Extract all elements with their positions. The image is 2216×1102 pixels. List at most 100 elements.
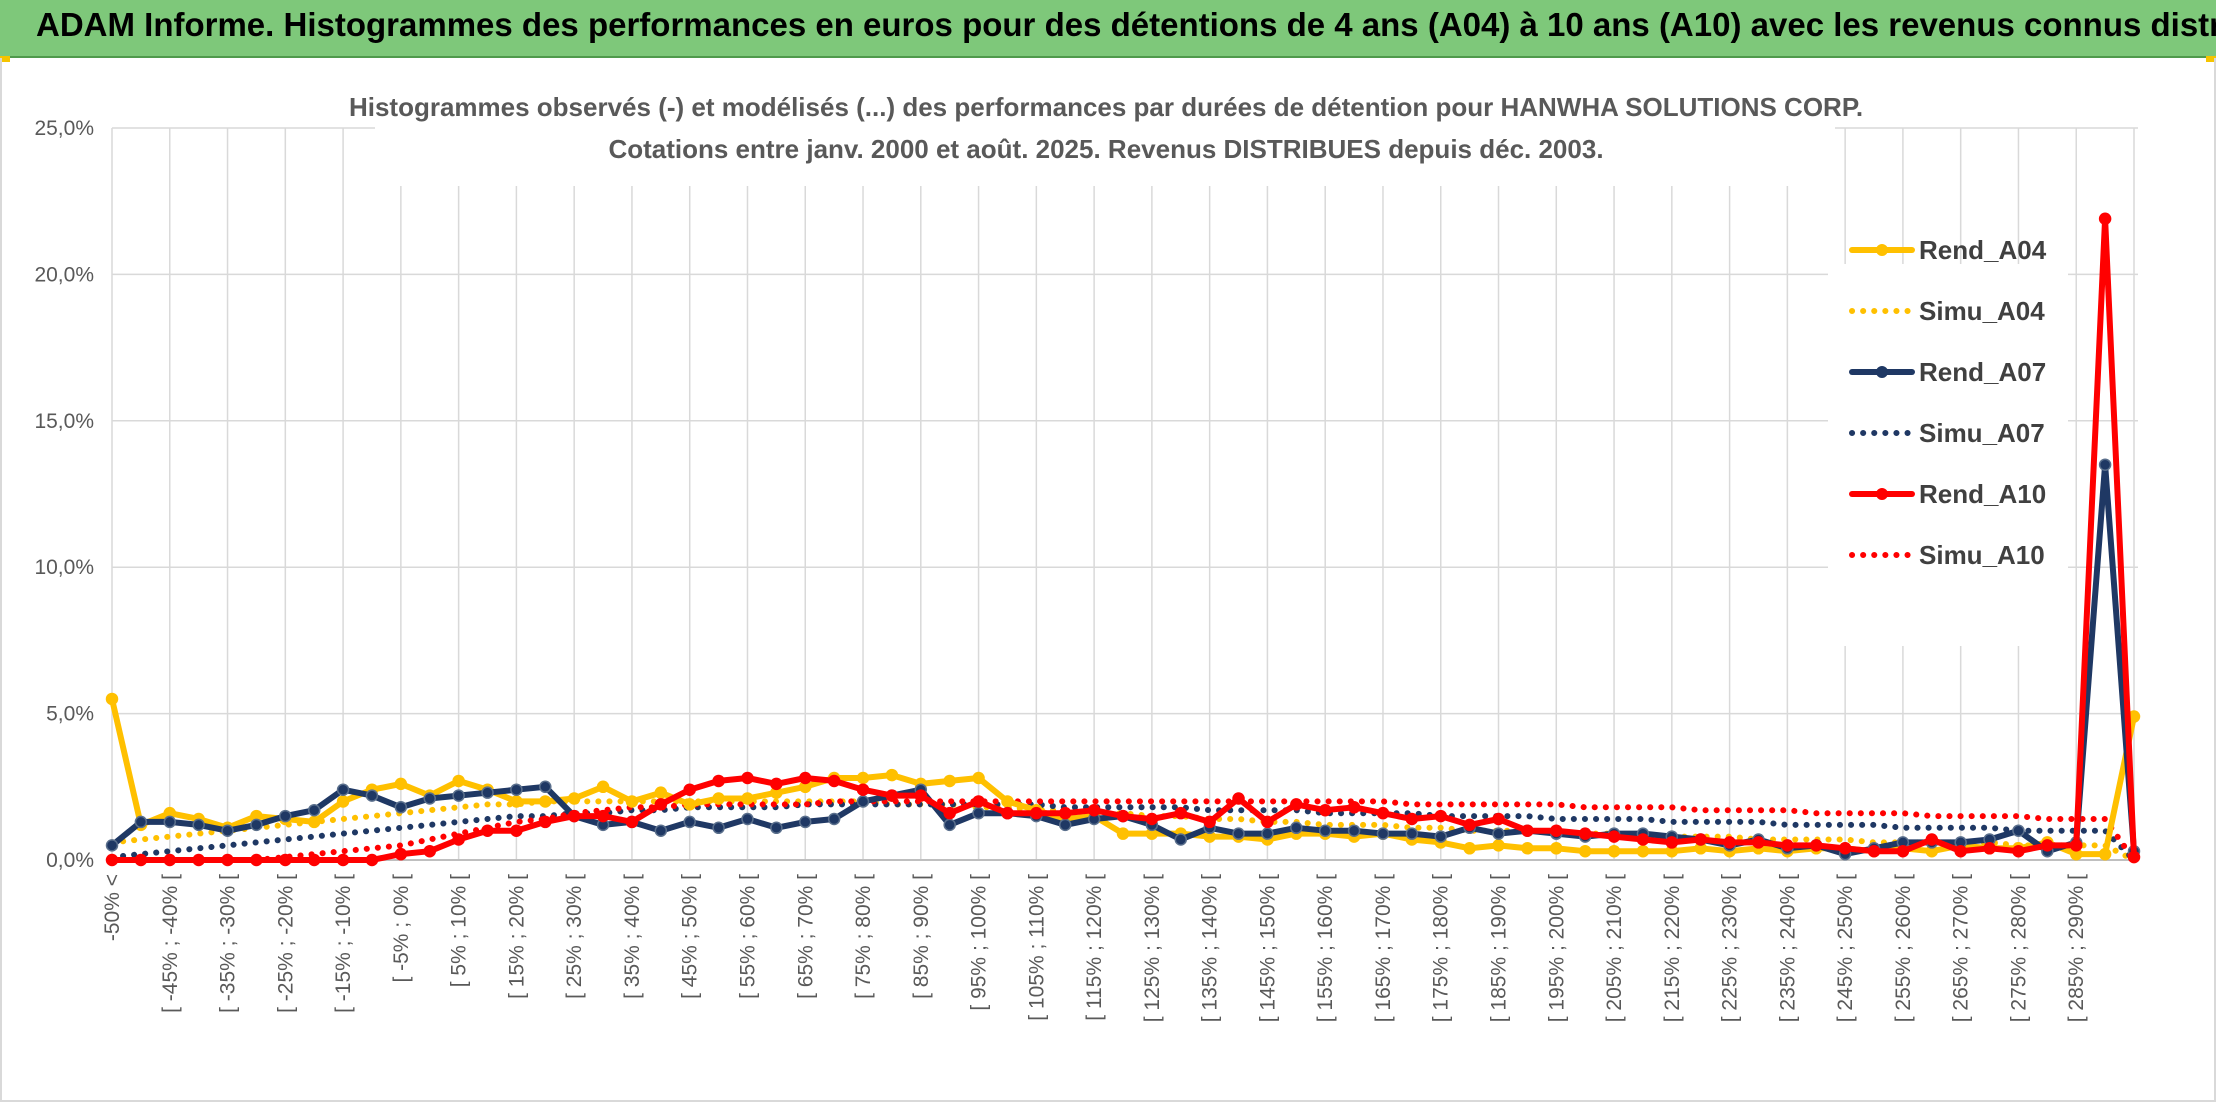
data-point [1232, 792, 1245, 805]
x-tick-label: [ 155% ; 160% [ [1314, 874, 1337, 1022]
x-tick-label: [ 215% ; 220% [ [1661, 874, 1684, 1022]
x-tick-label: [ 85% ; 90% [ [910, 874, 933, 999]
data-point [307, 803, 321, 817]
series-line-simu-a07 [109, 801, 2137, 863]
y-tick-label: 0,0% [46, 849, 94, 872]
data-point [365, 789, 379, 802]
data-point [712, 821, 725, 835]
data-point [1983, 842, 1996, 855]
report-title: ADAM Informe. Histogrammes des performan… [0, 0, 2216, 58]
x-tick-label: [ -25% ; -20% [ [274, 874, 297, 1013]
legend-label: Simu_A07 [1919, 418, 2045, 448]
data-point [192, 818, 205, 832]
data-point [770, 777, 783, 791]
data-point [856, 783, 870, 796]
data-point [1318, 803, 1332, 817]
x-tick-label: [ 265% ; 270% [ [1950, 874, 1973, 1022]
data-point [654, 824, 668, 837]
data-point [2098, 458, 2112, 471]
x-tick-label: [ 235% ; 240% [ [1776, 874, 1799, 1022]
data-point [163, 853, 177, 867]
data-point [2069, 839, 2083, 852]
data-point [1405, 812, 1419, 826]
x-tick-label: [ 145% ; 150% [ [1256, 874, 1279, 1022]
legend-label: Simu_A04 [1919, 296, 2045, 326]
data-point [1087, 803, 1101, 817]
y-tick-label: 5,0% [46, 703, 94, 726]
data-point [394, 777, 408, 791]
y-tick-label: 15,0% [34, 410, 94, 433]
data-point [2012, 824, 2025, 837]
data-point [307, 815, 321, 829]
data-point [1376, 827, 1390, 840]
chart-subtitle: Cotations entre janv. 2000 et août. 2025… [608, 134, 1603, 164]
data-point [510, 824, 523, 837]
data-point [423, 792, 436, 805]
data-point [250, 853, 263, 867]
data-point [1434, 809, 1447, 823]
data-point [365, 853, 379, 867]
data-point [1347, 824, 1361, 837]
data-point [163, 815, 177, 829]
data-point [1492, 839, 1505, 852]
series-lines [105, 212, 2141, 867]
legend-label: Rend_A07 [1919, 357, 2046, 387]
data-point [539, 795, 552, 808]
legend-marker [1876, 366, 1888, 378]
legend: Rend_A04 Simu_A04 Rend_A07 Simu_A07 Rend_A10… [1828, 235, 2068, 646]
data-point [1781, 839, 1794, 852]
data-point [423, 844, 436, 858]
data-point [596, 809, 610, 823]
x-tick-label: [ 95% ; 100% [ [968, 874, 991, 1011]
data-point [1463, 818, 1476, 832]
data-point [452, 833, 465, 846]
data-point [1174, 806, 1188, 820]
corner-accent-left [0, 56, 10, 62]
data-point [394, 847, 408, 861]
data-point [625, 815, 639, 829]
data-point [683, 783, 696, 796]
data-point [1261, 827, 1274, 840]
x-tick-label: [ -35% ; -30% [ [217, 874, 240, 1013]
data-point [1636, 844, 1650, 858]
data-point [481, 786, 494, 799]
x-tick-label: [ 175% ; 180% [ [1430, 874, 1453, 1022]
data-point [2127, 850, 2141, 864]
data-point [1001, 795, 1014, 808]
data-point [1492, 827, 1505, 840]
data-point [1636, 833, 1650, 846]
data-point [452, 774, 465, 788]
data-point [1896, 844, 1910, 858]
data-point [567, 792, 581, 805]
data-point [105, 692, 119, 706]
data-point [972, 795, 985, 808]
legend-label: Rend_A10 [1919, 479, 2046, 509]
chart-title: Histogrammes observés (-) et modélisés (… [349, 92, 1863, 122]
data-point [1290, 798, 1303, 811]
data-point [452, 789, 465, 802]
data-point [770, 821, 783, 835]
x-tick-label: [ 55% ; 60% [ [736, 874, 759, 999]
corner-accent-right [2206, 56, 2216, 62]
x-tick-label: [ 105% ; 110% [ [1025, 874, 1048, 1021]
data-point [596, 780, 610, 794]
x-tick-label: [ 65% ; 70% [ [794, 874, 817, 999]
data-point [279, 809, 292, 823]
x-tick-label: [ 225% ; 230% [ [1719, 874, 1742, 1022]
x-tick-label: -50% < [101, 874, 124, 941]
data-point [1838, 842, 1852, 855]
data-point [1665, 836, 1679, 849]
data-point [712, 774, 725, 788]
data-point [1607, 844, 1621, 858]
data-point [221, 853, 234, 867]
data-point [336, 853, 350, 867]
data-point [1752, 836, 1765, 849]
data-point [394, 801, 408, 814]
legend-label: Rend_A04 [1919, 235, 2047, 265]
data-point [307, 853, 321, 867]
data-point [2012, 844, 2025, 858]
x-tick-label: [ 245% ; 250% [ [1834, 874, 1857, 1022]
data-point [1694, 833, 1707, 846]
data-point [885, 768, 899, 782]
data-point [827, 774, 841, 788]
